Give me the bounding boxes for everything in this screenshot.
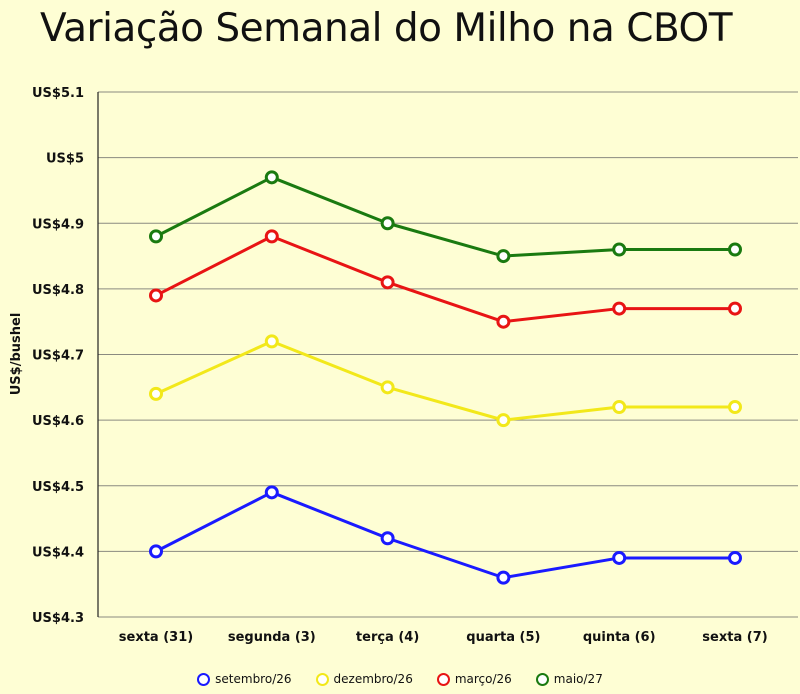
series	[149, 229, 742, 329]
legend: setembro/26 dezembro/26 março/26 maio/27	[0, 672, 800, 686]
series	[149, 170, 742, 264]
x-tick-label: quarta (5)	[466, 630, 540, 645]
x-tick-label: quinta (6)	[583, 630, 656, 645]
y-tick-labels: US$4.3 US$4.4 US$4.5 US$4.6 US$4.7 US$4.8 US$4…	[32, 86, 84, 626]
y-tick-label: US$4.7	[32, 349, 84, 364]
data-point	[149, 229, 163, 244]
series	[149, 334, 742, 428]
legend-label: setembro/26	[215, 672, 292, 686]
y-tick-label: US$4.3	[32, 611, 84, 626]
series-line	[155, 234, 735, 324]
data-point	[149, 386, 163, 401]
data-point	[380, 216, 395, 231]
x-tick-label: sexta (7)	[702, 630, 767, 645]
y-tick-label: US$5	[46, 152, 84, 167]
y-tick-label: US$5.1	[32, 86, 84, 101]
series-line	[155, 175, 735, 258]
y-tick-label: US$4.6	[32, 414, 84, 429]
data-point	[264, 485, 279, 500]
data-point	[612, 550, 627, 565]
series-lines	[149, 170, 742, 585]
series-line	[155, 339, 735, 422]
data-point	[264, 170, 279, 185]
legend-item: maio/27	[535, 672, 603, 686]
legend-marker-icon	[436, 672, 450, 686]
x-tick-label: segunda (3)	[228, 630, 316, 645]
data-point	[612, 400, 627, 414]
legend-item: dezembro/26	[315, 672, 413, 686]
x-tick-labels: sexta (31) segunda (3) terça (4) quarta (5)…	[119, 630, 768, 645]
data-point	[612, 301, 627, 316]
data-point	[149, 288, 163, 303]
data-point	[612, 242, 627, 257]
chart-title: Variação Semanal do Milho na CBOT	[40, 6, 733, 51]
y-tick-label: US$4.9	[32, 217, 84, 232]
data-point	[728, 301, 742, 316]
legend-label: maio/27	[553, 672, 603, 686]
legend-marker-icon	[197, 672, 211, 686]
data-point	[380, 275, 395, 290]
data-point	[728, 242, 742, 257]
data-point	[496, 570, 511, 585]
data-point	[496, 314, 511, 329]
legend-marker-icon	[315, 672, 329, 686]
x-tick-label: terça (4)	[356, 630, 419, 645]
gridlines	[98, 91, 798, 618]
y-tick-label: US$4.4	[32, 545, 84, 560]
data-point	[496, 413, 511, 428]
data-point	[728, 400, 742, 414]
data-point	[728, 550, 742, 565]
y-axis-title: US$/bushel	[9, 313, 24, 396]
data-point	[264, 334, 279, 349]
data-point	[380, 380, 395, 395]
y-tick-label: US$4.8	[32, 283, 84, 298]
legend-label: dezembro/26	[333, 672, 413, 686]
legend-marker-icon	[535, 672, 549, 686]
x-tick-label: sexta (31)	[119, 630, 193, 645]
legend-item: setembro/26	[197, 672, 292, 686]
data-point	[149, 544, 163, 559]
legend-item: março/26	[436, 672, 512, 686]
y-tick-label: US$4.5	[32, 480, 84, 495]
data-point	[264, 229, 279, 244]
legend-label: março/26	[454, 672, 512, 686]
data-point	[496, 249, 511, 264]
series	[149, 485, 742, 585]
series-line	[155, 490, 735, 580]
data-point	[380, 531, 395, 546]
